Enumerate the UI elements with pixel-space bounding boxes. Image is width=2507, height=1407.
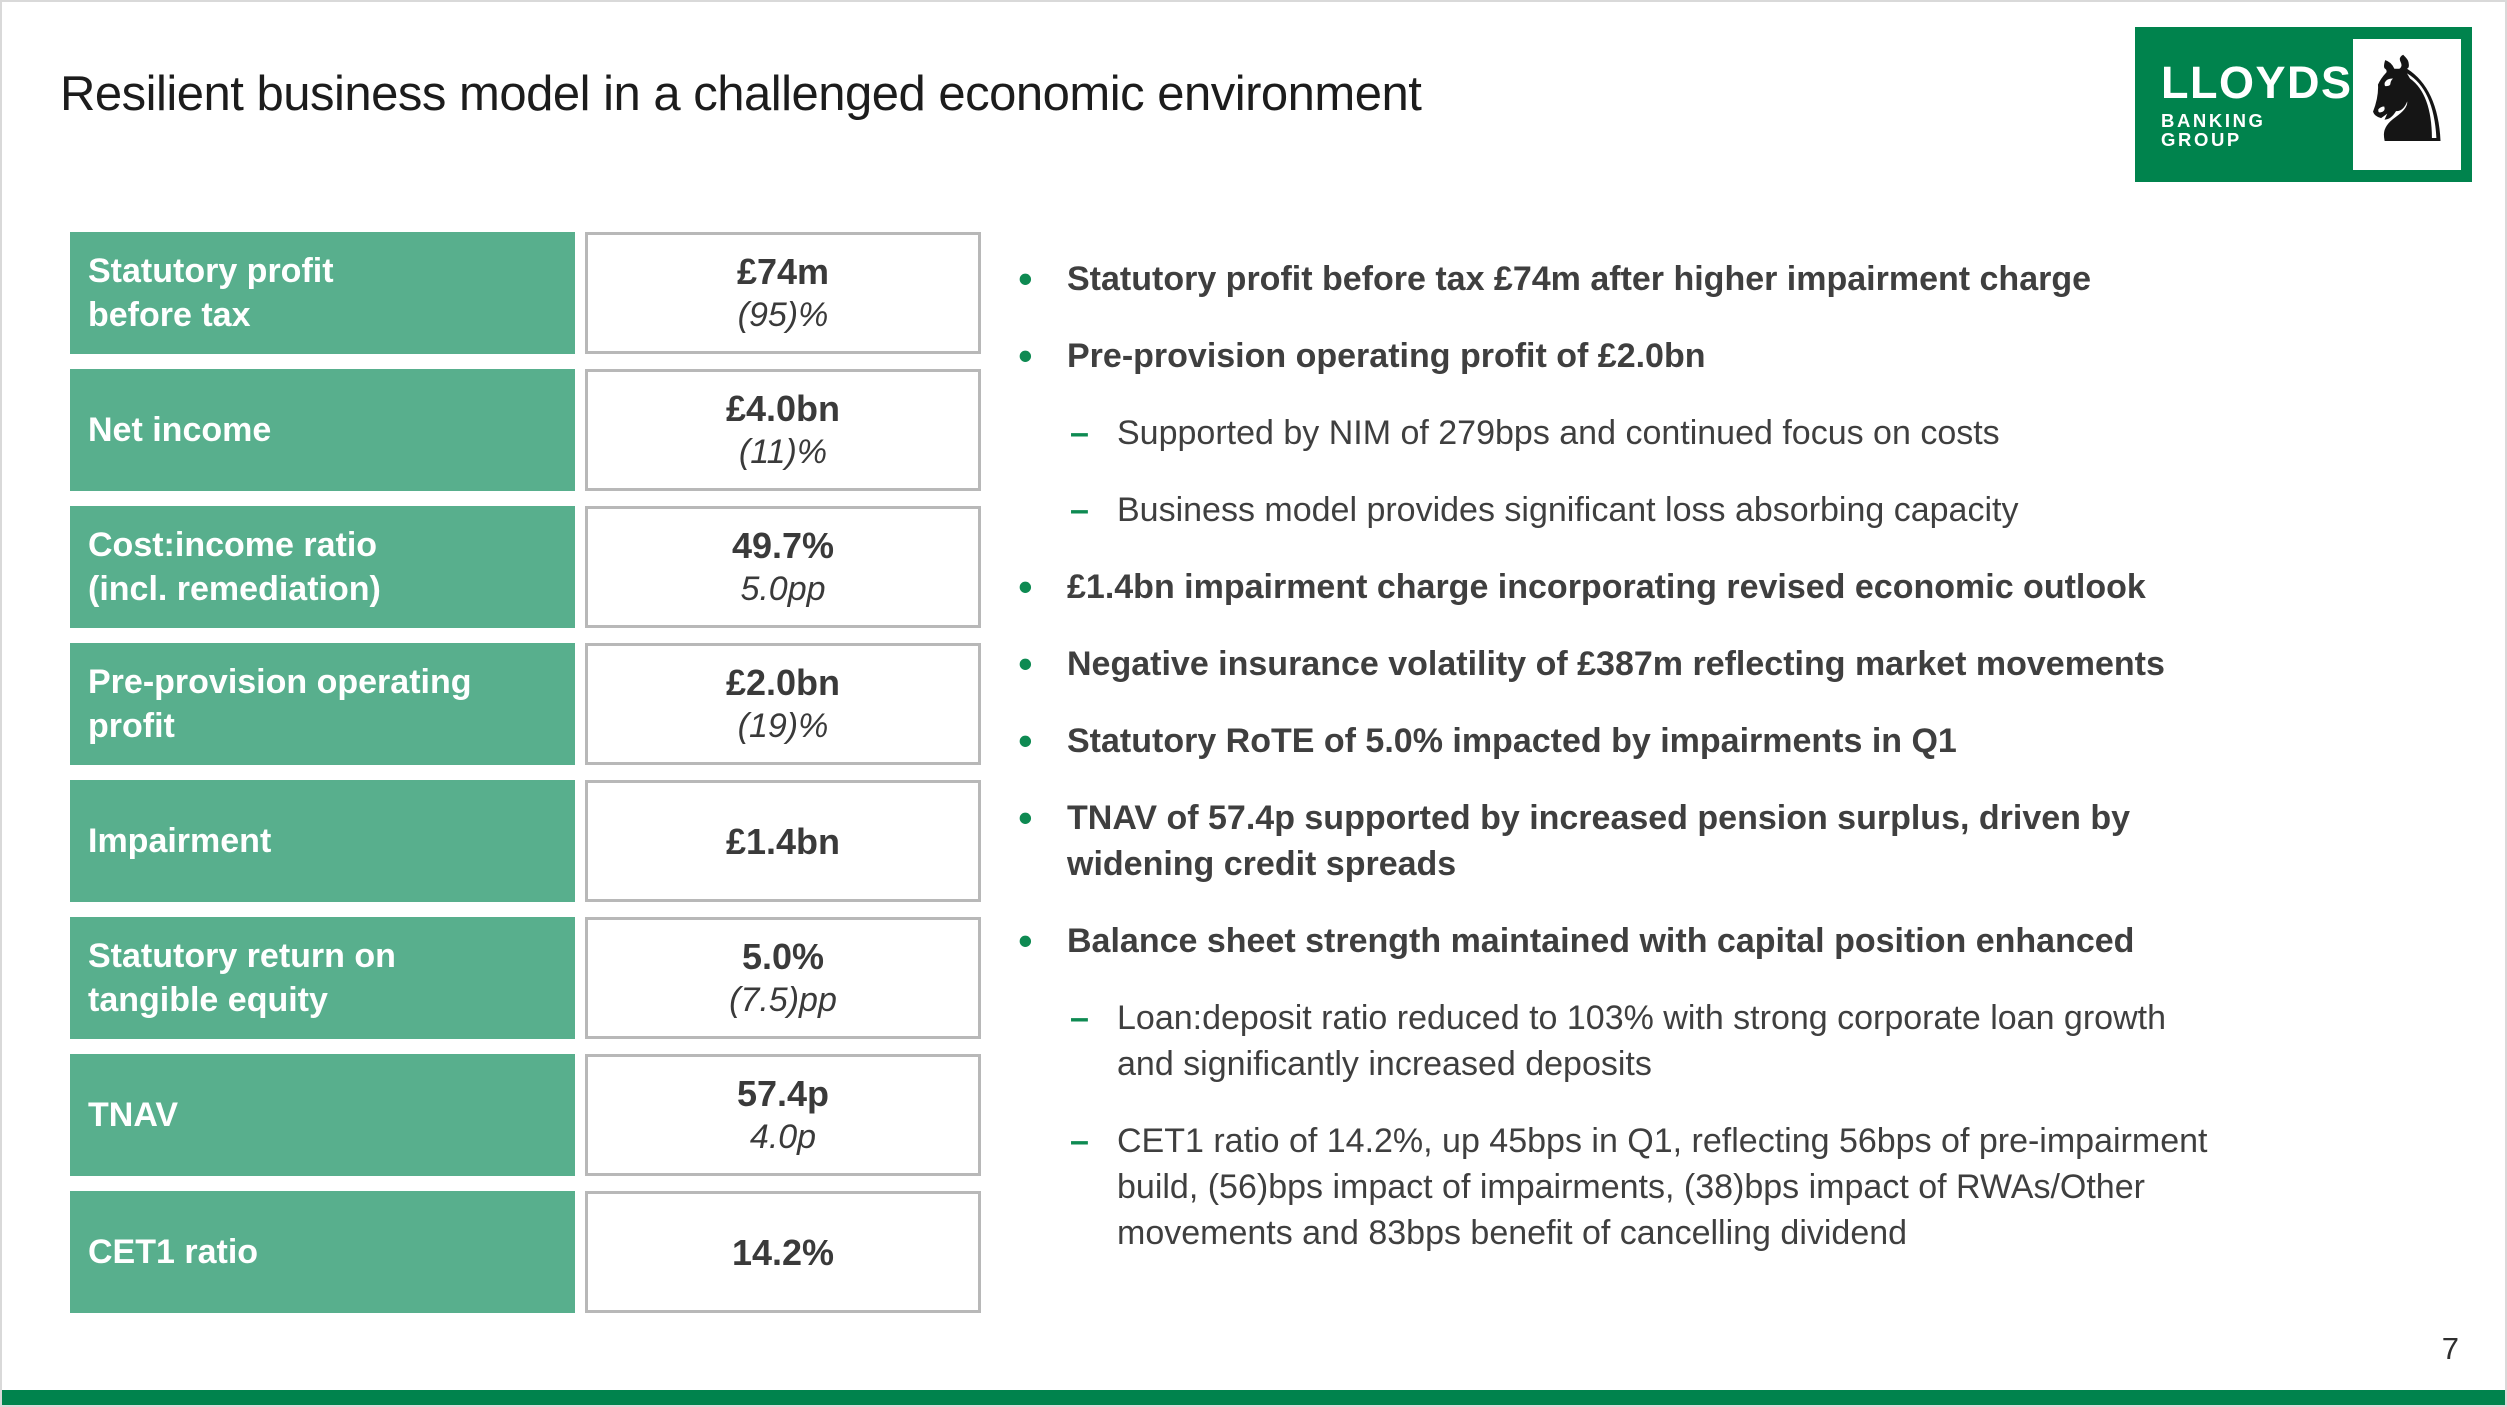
metrics-table: Statutory profit before tax £74m (95)% Net … — [70, 232, 981, 1328]
metric-value-box: 57.4p 4.0p — [585, 1054, 981, 1176]
bullet-marker-icon: • — [1018, 563, 1033, 610]
metric-value: 49.7% — [731, 525, 835, 567]
metric-value: £1.4bn — [725, 820, 841, 862]
table-row: Cost:income ratio (incl. remediation) 49.… — [70, 506, 981, 628]
bullet-item: • Pre-provision operating profit of £2.0b… — [1010, 333, 2488, 379]
metric-label: Statutory profit before tax — [70, 232, 575, 354]
metric-label: Impairment — [70, 780, 575, 902]
footer-accent-bar — [2, 1390, 2505, 1405]
lloyds-logo-text: LLOYDS BANKING GROUP — [2161, 60, 2353, 149]
bullet-marker-icon: • — [1018, 917, 1033, 964]
bullet-marker-icon: • — [1018, 717, 1033, 764]
bullet-text: £1.4bn impairment charge incorporating r… — [1067, 568, 2146, 606]
black-horse-icon: ♞ — [2353, 34, 2460, 167]
metric-change: (11)% — [738, 433, 828, 472]
metric-value-box: £1.4bn — [585, 780, 981, 902]
bullet-text: Statutory RoTE of 5.0% impacted by impai… — [1067, 722, 1957, 760]
bullet-text: Statutory profit before tax £74m after h… — [1067, 260, 2092, 298]
bullet-item: • Negative insurance volatility of £387m … — [1010, 641, 2488, 687]
bullet-item: • Balance sheet strength maintained with … — [1010, 918, 2488, 964]
metric-change: 5.0pp — [740, 570, 826, 609]
table-row: Statutory profit before tax £74m (95)% — [70, 232, 981, 354]
sub-bullet-item: – Business model provides significant los… — [1010, 487, 2488, 533]
metric-label: Pre-provision operating profit — [70, 643, 575, 765]
metric-change: (95)% — [737, 296, 829, 335]
metric-value-box: 14.2% — [585, 1191, 981, 1313]
metric-change: (7.5)pp — [729, 981, 837, 1020]
page-number: 7 — [2441, 1331, 2459, 1366]
metric-label: TNAV — [70, 1054, 575, 1176]
logo-brand-subtitle: BANKING GROUP — [2161, 110, 2266, 150]
dash-marker-icon: – — [1070, 1122, 1089, 1160]
sub-bullet-item: – CET1 ratio of 14.2%, up 45bps in Q1, re… — [1010, 1118, 2488, 1256]
bullet-marker-icon: • — [1018, 640, 1033, 687]
sub-bullet-item: – Loan:deposit ratio reduced to 103% with… — [1010, 995, 2488, 1087]
sub-bullet-item: – Supported by NIM of 279bps and continue… — [1010, 410, 2488, 456]
bullet-text: Business model provides significant loss… — [1117, 491, 2019, 529]
table-row: TNAV 57.4p 4.0p — [70, 1054, 981, 1176]
page-title: Resilient business model in a challenged… — [60, 67, 1422, 121]
metric-value: £2.0bn — [725, 662, 841, 704]
bullet-item: • Statutory profit before tax £74m after … — [1010, 256, 2488, 302]
bullet-text: Pre-provision operating profit of £2.0bn — [1067, 337, 1706, 375]
table-row: CET1 ratio 14.2% — [70, 1191, 981, 1313]
metric-value-box: £4.0bn (11)% — [585, 369, 981, 491]
metric-change: 4.0p — [749, 1118, 817, 1157]
table-row: Net income £4.0bn (11)% — [70, 369, 981, 491]
bullet-marker-icon: • — [1018, 332, 1033, 379]
metric-value: 14.2% — [731, 1231, 835, 1273]
bullet-text: Supported by NIM of 279bps and continued… — [1117, 414, 2000, 452]
bullet-marker-icon: • — [1018, 255, 1033, 302]
table-row: Impairment £1.4bn — [70, 780, 981, 902]
metric-label: Cost:income ratio (incl. remediation) — [70, 506, 575, 628]
dash-marker-icon: – — [1070, 414, 1089, 452]
lloyds-logo: LLOYDS BANKING GROUP ♞ — [2135, 27, 2472, 182]
logo-brand-name: LLOYDS — [2161, 57, 2353, 108]
bullet-text: Balance sheet strength maintained with c… — [1067, 922, 2135, 960]
metric-label: CET1 ratio — [70, 1191, 575, 1313]
bullet-item: • Statutory RoTE of 5.0% impacted by impa… — [1010, 718, 2488, 764]
dash-marker-icon: – — [1070, 491, 1089, 529]
bullet-item: • £1.4bn impairment charge incorporating … — [1010, 564, 2488, 610]
metric-value-box: 49.7% 5.0pp — [585, 506, 981, 628]
metric-label: Statutory return on tangible equity — [70, 917, 575, 1039]
metric-change: (19)% — [737, 707, 829, 746]
table-row: Pre-provision operating profit £2.0bn (19)… — [70, 643, 981, 765]
metric-value-box: £2.0bn (19)% — [585, 643, 981, 765]
bullet-text: Loan:deposit ratio reduced to 103% with … — [1117, 999, 2166, 1083]
table-row: Statutory return on tangible equity 5.0%(… — [70, 917, 981, 1039]
bullet-marker-icon: • — [1018, 794, 1033, 841]
metric-value: 57.4p — [736, 1073, 830, 1115]
metric-value: £4.0bn — [725, 388, 841, 430]
metric-value: £74m — [736, 251, 830, 293]
logo-horse-tile: ♞ — [2352, 34, 2461, 170]
bullet-text: Negative insurance volatility of £387m r… — [1067, 645, 2165, 683]
metric-value-box: 5.0% (7.5)pp — [585, 917, 981, 1039]
bullet-text: TNAV of 57.4p supported by increased pen… — [1067, 799, 2131, 883]
dash-marker-icon: – — [1070, 999, 1089, 1037]
highlights-list: • Statutory profit before tax £74m after … — [1010, 256, 2488, 1287]
metric-label: Net income — [70, 369, 575, 491]
metric-value: 5.0% — [741, 936, 825, 978]
bullet-text: CET1 ratio of 14.2%, up 45bps in Q1, ref… — [1117, 1122, 2208, 1252]
metric-value-box: £74m (95)% — [585, 232, 981, 354]
bullet-item: • TNAV of 57.4p supported by increased pe… — [1010, 795, 2488, 887]
